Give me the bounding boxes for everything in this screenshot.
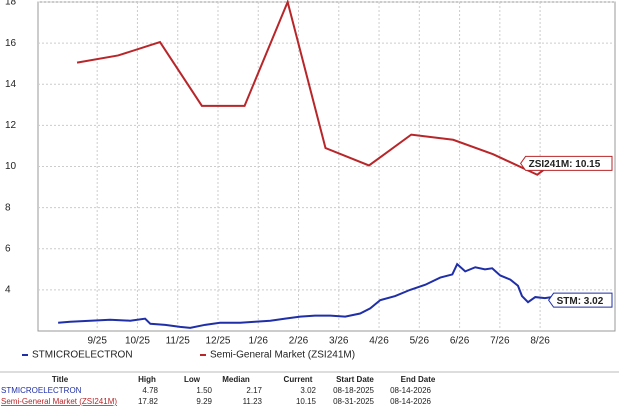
table-cell: 08-14-2026	[390, 386, 431, 395]
table-header: Start Date	[336, 375, 374, 384]
end-label: ZSI241M: 10.15	[529, 159, 601, 170]
table-cell: 2.17	[246, 386, 262, 395]
x-tick-label: 5/26	[410, 336, 430, 347]
table-cell: 3.02	[300, 386, 316, 395]
end-label-box	[547, 292, 613, 308]
y-tick-label: 16	[5, 38, 17, 49]
y-tick-label: 6	[5, 243, 11, 254]
end-label: STM: 3.02	[557, 296, 604, 307]
x-tick-label: 12/25	[205, 336, 230, 347]
table-header: Current	[284, 375, 313, 384]
table-cell: 08-18-2025	[333, 386, 374, 395]
table-cell: 10.15	[296, 397, 317, 406]
x-tick-label: 9/25	[87, 336, 107, 347]
series-line	[76, 0, 553, 176]
table-cell: 9.29	[196, 397, 212, 406]
end-label-box	[519, 155, 613, 171]
table-header: Low	[184, 375, 201, 384]
legend-label: STMICROELECTRON	[32, 350, 133, 361]
x-tick-label: 1/26	[249, 336, 269, 347]
table-header: Title	[52, 375, 69, 384]
y-tick-label: 4	[5, 285, 11, 296]
table-cell: Semi-General Market (ZSI241M)	[1, 397, 117, 406]
legend-label: Semi-General Market (ZSI241M)	[210, 350, 355, 361]
table-cell: 08-14-2026	[390, 397, 431, 406]
table-header: Median	[222, 375, 250, 384]
y-tick-label: 10	[5, 161, 17, 172]
y-tick-label: 12	[5, 120, 17, 131]
x-tick-label: 3/26	[329, 336, 349, 347]
series-line	[58, 262, 559, 329]
x-tick-label: 2/26	[289, 336, 309, 347]
x-tick-label: 7/26	[490, 336, 510, 347]
y-tick-label: 14	[5, 79, 17, 90]
y-tick-label: 18	[5, 0, 17, 8]
x-tick-label: 6/26	[450, 336, 470, 347]
x-tick-label: 8/26	[530, 336, 550, 347]
x-tick-label: 10/25	[125, 336, 150, 347]
x-tick-label: 4/26	[369, 336, 389, 347]
table-cell: 11.23	[243, 397, 263, 406]
table-cell: 1.50	[196, 386, 212, 395]
x-tick-label: 11/25	[166, 336, 191, 347]
table-header: High	[138, 375, 156, 384]
table-header: End Date	[401, 375, 436, 384]
table-cell: 17.82	[138, 397, 159, 406]
table-cell: 4.78	[142, 386, 158, 395]
stats-table: Title High Low Median Current Start Date End D…	[1, 375, 436, 406]
table-cell: 08-31-2025	[333, 397, 374, 406]
y-tick-label: 8	[5, 202, 11, 213]
table-cell: STMICROELECTRON	[1, 386, 82, 395]
